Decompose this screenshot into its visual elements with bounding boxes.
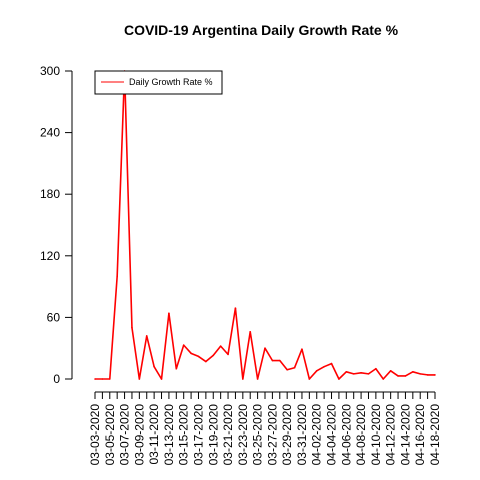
y-tick-label: 240 xyxy=(40,126,60,140)
y-tick-label: 300 xyxy=(40,64,60,78)
data-point xyxy=(389,369,392,372)
series-line xyxy=(95,70,435,380)
data-point xyxy=(197,355,200,358)
y-axis: 0 60 120 180 240 300 xyxy=(40,64,73,386)
x-tick-label: 03-29-2020 xyxy=(280,404,294,466)
data-point xyxy=(160,378,163,380)
x-tick-label: 03-13-2020 xyxy=(162,404,176,466)
data-point xyxy=(234,307,237,309)
data-point xyxy=(175,367,178,370)
data-point xyxy=(264,347,266,350)
data-point xyxy=(412,371,414,373)
data-point xyxy=(101,378,104,380)
data-point xyxy=(212,354,215,357)
x-axis: 03-03-2020 03-05-2020 03-07-2020 03-09-2020… xyxy=(88,391,442,466)
x-tick-label: 03-31-2020 xyxy=(295,404,309,466)
x-tick-label: 04-12-2020 xyxy=(384,404,398,466)
y-tick-label: 120 xyxy=(40,249,60,263)
data-point xyxy=(426,374,429,376)
data-point xyxy=(293,366,296,369)
x-tick-label: 04-18-2020 xyxy=(428,404,442,466)
y-tick-label: 0 xyxy=(53,372,60,386)
data-point xyxy=(323,365,325,368)
x-tick-label: 03-23-2020 xyxy=(236,404,250,466)
data-point xyxy=(256,378,259,380)
x-tick-label: 04-14-2020 xyxy=(398,404,412,466)
x-tick-label: 03-19-2020 xyxy=(206,404,220,466)
data-point xyxy=(190,352,192,355)
data-point xyxy=(138,378,141,380)
x-tick-label: 03-17-2020 xyxy=(191,404,205,466)
data-point xyxy=(419,373,422,375)
x-tick-label: 03-09-2020 xyxy=(132,404,146,466)
x-tick-label: 03-07-2020 xyxy=(118,404,132,466)
data-point xyxy=(153,365,155,368)
data-point xyxy=(301,348,303,351)
x-tick-label: 03-11-2020 xyxy=(147,404,161,465)
legend-box xyxy=(94,70,223,95)
x-tick-label: 04-04-2020 xyxy=(325,404,339,466)
data-point xyxy=(286,368,288,371)
data-point xyxy=(168,312,170,315)
data-point xyxy=(404,375,407,377)
data-point xyxy=(315,369,318,372)
data-point xyxy=(367,373,370,375)
data-point xyxy=(94,378,96,380)
data-point xyxy=(345,371,348,373)
data-point xyxy=(278,359,281,362)
x-tick-label: 04-02-2020 xyxy=(310,404,324,466)
data-point xyxy=(145,335,148,337)
data-point xyxy=(182,344,185,346)
x-tick-label: 03-05-2020 xyxy=(103,404,117,466)
data-point xyxy=(434,374,436,376)
data-point xyxy=(397,375,399,377)
x-tick-label: 03-25-2020 xyxy=(251,404,265,466)
data-point xyxy=(219,345,222,347)
x-tick-label: 03-27-2020 xyxy=(265,404,279,466)
data-point xyxy=(360,372,362,374)
x-tick-label: 04-06-2020 xyxy=(339,404,353,466)
x-tick-label: 03-21-2020 xyxy=(221,404,235,466)
legend: Daily Growth Rate % xyxy=(94,70,223,95)
data-point xyxy=(382,378,385,380)
data-point xyxy=(131,326,133,329)
data-point xyxy=(352,373,355,375)
legend-label: Daily Growth Rate % xyxy=(129,77,213,87)
data-point xyxy=(308,378,311,380)
x-tick-label: 04-10-2020 xyxy=(369,404,383,466)
chart-title: COVID-19 Argentina Daily Growth Rate % xyxy=(124,22,399,38)
series-group xyxy=(94,70,436,380)
data-point xyxy=(116,275,118,278)
data-point xyxy=(242,378,244,380)
y-tick-label: 180 xyxy=(40,187,60,201)
data-point xyxy=(205,360,207,363)
y-tick-label: 60 xyxy=(47,310,61,324)
data-point xyxy=(338,378,340,380)
data-point xyxy=(108,378,111,380)
data-point xyxy=(271,359,274,362)
x-tick-label: 03-15-2020 xyxy=(177,404,191,466)
x-tick-label: 03-03-2020 xyxy=(88,404,102,466)
x-tick-label: 04-08-2020 xyxy=(354,404,368,466)
data-point xyxy=(375,367,377,370)
data-point xyxy=(227,353,229,356)
x-tick-label: 04-16-2020 xyxy=(413,404,427,466)
data-point xyxy=(330,362,333,365)
data-point xyxy=(249,330,252,333)
